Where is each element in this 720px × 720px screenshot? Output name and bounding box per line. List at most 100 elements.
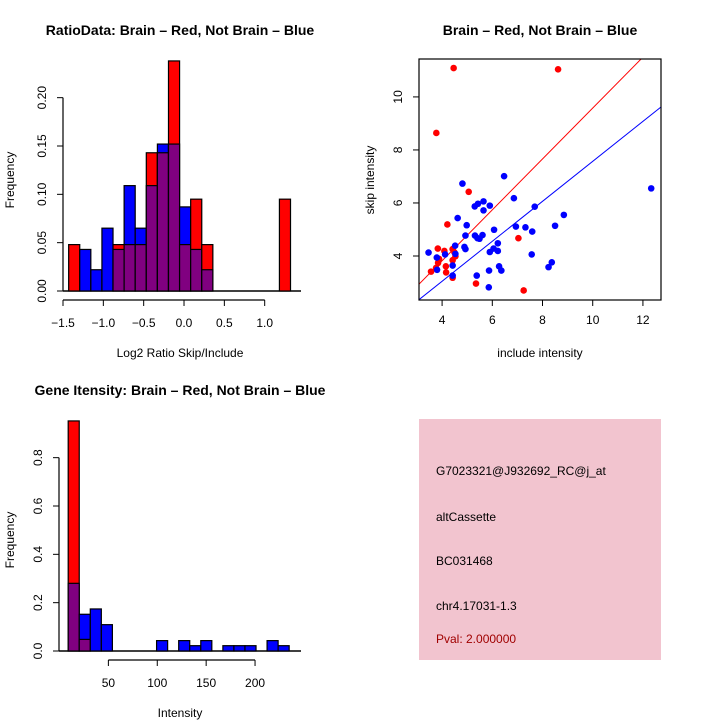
ratio-histogram-x-tick-label: 1.0 xyxy=(256,316,273,330)
scatter-y-tick-label: 6 xyxy=(391,199,405,206)
scatter-point-blue xyxy=(647,185,655,192)
intensity-histogram-y-tick-label: 0.0 xyxy=(31,642,45,659)
scatter-point-blue xyxy=(560,211,568,219)
scatter-point-blue xyxy=(454,214,461,222)
intensity-histogram-y-tick-label: 0.8 xyxy=(31,449,45,466)
ratio-histogram-bar xyxy=(79,248,92,292)
scatter-point-blue xyxy=(452,250,459,258)
scatter-point-red xyxy=(444,221,451,228)
ratio-histogram-bar xyxy=(90,269,103,292)
scatter-point-blue xyxy=(433,266,441,274)
scatter-point-red xyxy=(442,263,450,270)
scatter-point-blue xyxy=(451,242,459,249)
intensity-histogram-bar xyxy=(266,640,279,652)
location: chr4.17031-1.3 xyxy=(436,599,517,613)
ratio-histogram-title: RatioData: Brain – Red, Not Brain – Blue xyxy=(46,22,315,38)
scatter-point-blue xyxy=(498,267,505,274)
ratio-histogram-x-tick-label: −1.0 xyxy=(91,316,115,330)
scatter-x-tick-label: 10 xyxy=(586,313,600,327)
ratio-histogram-x-tick-label: −0.5 xyxy=(132,316,156,330)
scatter-point-blue xyxy=(545,263,552,271)
intensity-histogram-bar xyxy=(244,645,257,652)
scatter-point-red xyxy=(515,234,522,242)
scatter-point-red xyxy=(433,129,440,137)
scatter-point-blue xyxy=(449,262,456,269)
pval: Pval: 2.000000 xyxy=(436,632,516,646)
scatter-plot-box xyxy=(418,58,662,301)
intensity-histogram-x-tick-label: 150 xyxy=(196,676,216,690)
ratio-histogram-x-tick-label: 0.0 xyxy=(176,316,193,330)
scatter-point-red xyxy=(520,287,527,294)
intensity-histogram-panel: Gene Itensity: Brain – Red, Not Brain – … xyxy=(3,382,326,720)
intensity-histogram-bar xyxy=(178,640,191,652)
scatter-point-blue xyxy=(480,198,487,205)
scatter-point-blue xyxy=(510,194,518,202)
info-panel: G7023321@J932692_RC@j_at altCassette BC0… xyxy=(419,419,661,660)
scatter-point-red xyxy=(442,269,450,276)
scatter-point-red xyxy=(434,259,442,267)
ratio-histogram-y-tick-label: 0.05 xyxy=(35,231,49,255)
scatter-point-blue xyxy=(494,247,502,255)
ratio-histogram-overlap-bar xyxy=(178,244,192,292)
scatter-point-blue xyxy=(512,223,520,230)
scatter-point-blue xyxy=(474,200,482,208)
ratio-histogram-x-tick-label: 0.5 xyxy=(216,316,233,330)
intensity-histogram-x-tick-label: 50 xyxy=(102,676,116,690)
scatter-point-red xyxy=(434,245,442,252)
intensity-histogram-x-tick-label: 100 xyxy=(147,676,167,690)
scatter-ylabel: skip intensity xyxy=(363,146,377,215)
intensity-histogram-bar xyxy=(200,640,213,652)
ratio-histogram-overlap-bar xyxy=(112,248,125,292)
scatter-xlabel: include intensity xyxy=(497,346,582,360)
scatter-point-blue xyxy=(486,202,494,209)
scatter-point-blue xyxy=(551,222,559,230)
scatter-point-red xyxy=(427,268,435,275)
scatter-point-blue xyxy=(500,172,508,180)
scatter-point-blue xyxy=(462,232,469,239)
scatter-point-blue xyxy=(449,272,456,279)
intensity-histogram-y-tick-label: 0.4 xyxy=(31,546,45,563)
scatter-point-blue xyxy=(480,207,487,214)
scatter-y-tick-label: 10 xyxy=(391,90,405,104)
ratio-histogram-ylabel: Frequency xyxy=(3,152,17,209)
scatter-x-tick-label: 8 xyxy=(539,313,546,327)
scatter-point-blue xyxy=(528,228,536,235)
intensity-histogram-title: Gene Itensity: Brain – Red, Not Brain – … xyxy=(35,382,326,398)
scatter-point-blue xyxy=(459,180,466,187)
scatter-point-blue xyxy=(425,249,432,256)
info-panel-background xyxy=(419,419,661,660)
ratio-histogram-bar xyxy=(68,244,81,292)
scatter-x-tick-label: 4 xyxy=(439,313,446,327)
scatter-point-blue xyxy=(485,267,493,274)
accession: BC031468 xyxy=(436,554,493,568)
scatter-point-blue xyxy=(473,272,481,279)
scatter-fit-line-red xyxy=(419,59,642,285)
scatter-point-blue xyxy=(485,283,493,291)
ratio-histogram-x-tick-label: −1.5 xyxy=(51,316,75,330)
scatter-point-blue xyxy=(522,224,529,231)
ratio-histogram-bar xyxy=(278,198,292,292)
scatter-fit-line-blue xyxy=(419,106,661,300)
scatter-point-blue xyxy=(531,203,539,210)
intensity-histogram-bar xyxy=(233,645,246,652)
scatter-point-blue xyxy=(548,259,556,266)
intensity-histogram-bar xyxy=(100,624,113,652)
intensity-histogram-overlap-bar xyxy=(67,582,80,652)
scatter-point-red xyxy=(554,66,562,73)
scatter-point-blue xyxy=(433,254,441,261)
scatter-point-blue xyxy=(528,251,536,258)
ratio-histogram-overlap-bar xyxy=(190,248,203,292)
scatter-panel: Brain – Red, Not Brain – Blue include in… xyxy=(363,22,662,360)
scatter-point-blue xyxy=(490,226,498,234)
scatter-point-red xyxy=(465,188,473,196)
ratio-histogram-xlabel: Log2 Ratio Skip/Include xyxy=(117,346,244,360)
scatter-y-tick-label: 4 xyxy=(391,252,405,259)
ratio-histogram-panel: RatioData: Brain – Red, Not Brain – Blue… xyxy=(3,22,314,360)
scatter-point-blue xyxy=(462,245,469,253)
ratio-histogram-y-tick-label: 0.15 xyxy=(35,134,49,158)
ratio-histogram-overlap-bar xyxy=(134,244,147,292)
scatter-y-tick-label: 8 xyxy=(391,146,405,153)
intensity-histogram-bar xyxy=(89,608,102,652)
intensity-histogram-bar xyxy=(277,645,290,652)
